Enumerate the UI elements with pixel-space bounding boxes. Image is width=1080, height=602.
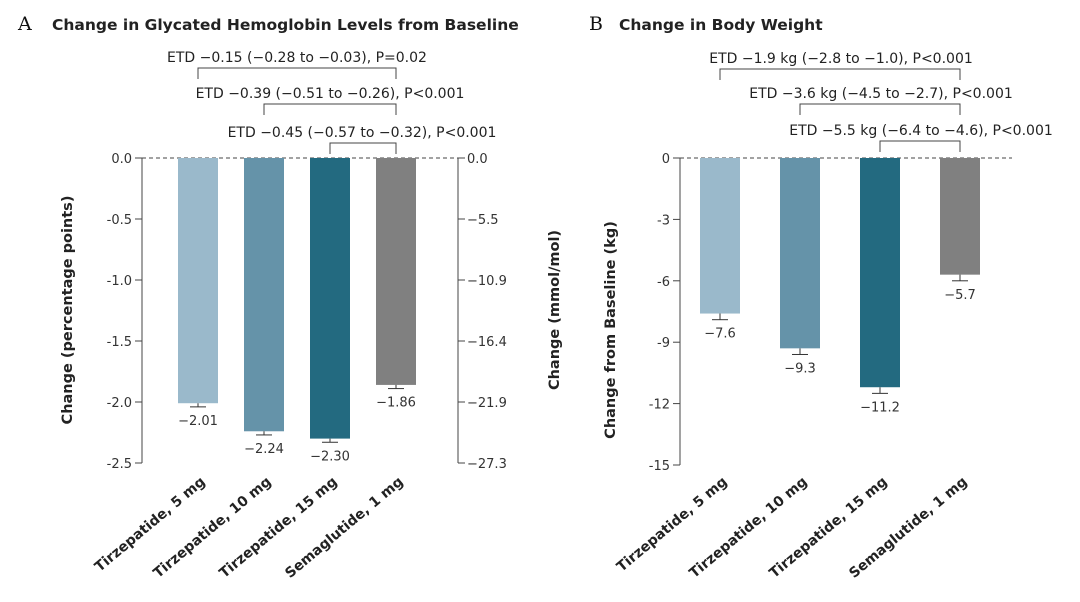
panel-b-title: Change in Body Weight xyxy=(619,16,823,34)
panel-a-y-tick-label: -0.5 xyxy=(107,213,132,228)
panel-a-ylabel-right: Change (mmol/mol) xyxy=(547,230,563,390)
panel-a-category-label: Tirzepatide, 15 mg xyxy=(217,474,341,582)
panel-b-value-label: −5.7 xyxy=(944,288,976,303)
panel-a-bar xyxy=(244,158,284,432)
panel-b-y-tick-label: -6 xyxy=(657,275,670,290)
panel-a-title: Change in Glycated Hemoglobin Levels fro… xyxy=(52,16,519,34)
panel-a-etd-label: ETD −0.39 (−0.51 to −0.26), P<0.001 xyxy=(196,86,465,102)
panel-a-comparison-bracket xyxy=(263,103,397,115)
panel-a-y-tick-label-right: −21.9 xyxy=(467,396,507,411)
panel-a-y-tick-label: 0.0 xyxy=(111,152,132,167)
panel-a-y-tick-label: -1.0 xyxy=(107,274,132,289)
panel-b-y-tick-label: -9 xyxy=(657,336,670,351)
panel-a: A Change in Glycated Hemoglobin Levels f… xyxy=(17,13,563,582)
panel-a-y-tick-label-right: −16.4 xyxy=(467,335,507,350)
panel-b-bar xyxy=(860,158,900,388)
panel-b-etd-label: ETD −3.6 kg (−4.5 to −2.7), P<0.001 xyxy=(749,86,1013,102)
panel-a-plot: 0.0 -0.5 -1.0 -1.5 -2.0 -2.5 0.0 −5.5 −10.9 −16.4… xyxy=(92,50,507,582)
panel-a-comparison-bracket xyxy=(329,142,397,154)
panel-a-value-label: −1.86 xyxy=(376,396,416,411)
panel-a-bar xyxy=(178,158,218,404)
panel-b-comparison-bracket xyxy=(799,103,961,115)
panel-a-y-tick-label-right: 0.0 xyxy=(467,152,488,167)
panel-b-comparison-bracket xyxy=(719,68,961,80)
panel-b-value-label: −9.3 xyxy=(784,361,816,376)
panel-b-bar xyxy=(940,158,980,275)
panel-b-y-tick-label: -3 xyxy=(657,213,670,228)
panel-a-comparison-bracket xyxy=(197,67,397,79)
panel-a-y-tick-label: -2.5 xyxy=(107,457,132,472)
panel-b-etd-label: ETD −1.9 kg (−2.8 to −1.0), P<0.001 xyxy=(709,51,973,67)
panel-a-y-tick-label-right: −5.5 xyxy=(467,213,499,228)
panel-a-bar xyxy=(310,158,350,439)
panel-b-y-tick-label: -15 xyxy=(649,459,670,474)
panel-a-y-tick-label: -2.0 xyxy=(107,396,132,411)
panel-b-y-tick-label: 0 xyxy=(662,152,670,167)
panel-b-letter: B xyxy=(589,13,603,35)
panel-b-value-label: −7.6 xyxy=(704,327,736,342)
panel-a-category-label: Semaglutide, 1 mg xyxy=(282,474,406,582)
panel-b-comparison-bracket xyxy=(879,140,961,152)
panel-a-value-label: −2.30 xyxy=(310,449,350,464)
panel-a-y-tick-label-right: −10.9 xyxy=(467,274,507,289)
panel-a-letter: A xyxy=(17,13,32,35)
panel-b-etd-label: ETD −5.5 kg (−6.4 to −4.6), P<0.001 xyxy=(789,123,1053,139)
panel-a-y-tick-label-right: −27.3 xyxy=(467,457,507,472)
panel-b-value-label: −11.2 xyxy=(860,400,900,415)
panel-a-value-label: −2.24 xyxy=(244,442,284,457)
panel-a-ylabel-left: Change (percentage points) xyxy=(60,196,76,425)
panel-b-y-tick-label: -12 xyxy=(649,398,670,413)
panel-a-etd-label: ETD −0.45 (−0.57 to −0.32), P<0.001 xyxy=(228,125,497,141)
panel-b-ylabel: Change from Baseline (kg) xyxy=(603,221,619,439)
panel-a-y-tick-label: -1.5 xyxy=(107,335,132,350)
panel-a-etd-label: ETD −0.15 (−0.28 to −0.03), P=0.02 xyxy=(167,50,427,66)
panel-a-category-label: Tirzepatide, 5 mg xyxy=(92,474,209,575)
panel-b-bar xyxy=(780,158,820,349)
panel-a-value-label: −2.01 xyxy=(178,414,218,429)
panel-a-bar xyxy=(376,158,416,385)
panel-b: B Change in Body Weight Change from Base… xyxy=(589,13,1053,582)
panel-a-category-label: Tirzepatide, 10 mg xyxy=(151,474,275,582)
panel-b-bar xyxy=(700,158,740,314)
